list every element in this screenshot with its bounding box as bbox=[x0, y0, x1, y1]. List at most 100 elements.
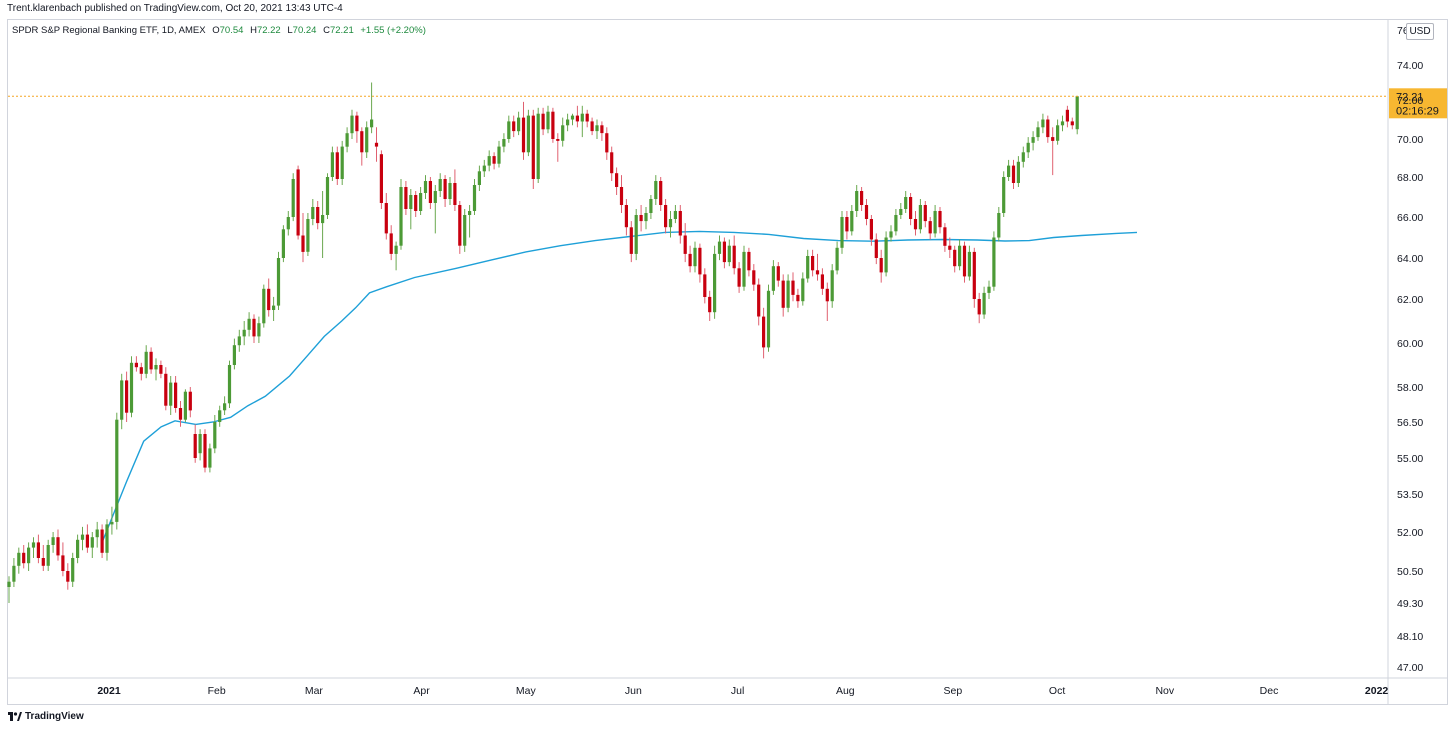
candle-body bbox=[46, 545, 50, 566]
candle-body bbox=[1016, 161, 1020, 183]
candle-body bbox=[409, 195, 413, 209]
candle-body bbox=[22, 552, 26, 564]
candle-body bbox=[526, 115, 530, 153]
candle-body bbox=[717, 241, 722, 254]
y-tick-label: 70.00 bbox=[1397, 134, 1423, 146]
candle bbox=[747, 247, 751, 277]
candle bbox=[477, 165, 481, 191]
x-tick-label: Mar bbox=[305, 685, 324, 697]
candle-body bbox=[1060, 121, 1065, 126]
x-tick-label: 2022 bbox=[1365, 685, 1389, 697]
candle-body bbox=[688, 253, 692, 267]
y-tick-label: 72.00 bbox=[1397, 95, 1423, 107]
chart-frame bbox=[7, 19, 1448, 705]
candle-body bbox=[668, 219, 673, 228]
candle-body bbox=[874, 239, 878, 258]
candle bbox=[717, 235, 722, 261]
candle bbox=[1036, 121, 1040, 141]
moving-average-layer bbox=[101, 230, 1138, 543]
candle bbox=[355, 111, 359, 143]
candle-body bbox=[399, 187, 403, 246]
candle-body bbox=[997, 213, 1001, 238]
candle-body bbox=[570, 115, 575, 120]
candle bbox=[722, 237, 726, 269]
candle bbox=[71, 552, 75, 587]
x-tick-label: Apr bbox=[413, 685, 430, 697]
x-tick-label: Aug bbox=[836, 685, 855, 697]
candle bbox=[541, 107, 545, 136]
candle bbox=[967, 245, 971, 281]
candle-body bbox=[463, 215, 467, 246]
candle-body bbox=[664, 205, 668, 228]
candle bbox=[487, 150, 491, 172]
candle-body bbox=[335, 152, 339, 179]
candle bbox=[590, 117, 594, 136]
candle-body bbox=[419, 193, 423, 211]
candle-body bbox=[414, 195, 418, 211]
candle bbox=[27, 542, 31, 571]
candle bbox=[992, 231, 996, 291]
candle bbox=[379, 150, 383, 209]
candle-body bbox=[1007, 165, 1011, 177]
candle bbox=[492, 152, 496, 170]
candle-body bbox=[458, 205, 462, 246]
high-value: 72.22 bbox=[256, 25, 281, 36]
candle-body bbox=[899, 209, 903, 215]
candle bbox=[644, 207, 648, 230]
candle bbox=[370, 82, 374, 134]
candle bbox=[982, 286, 986, 319]
candle bbox=[713, 245, 717, 319]
candle bbox=[472, 179, 477, 215]
candle bbox=[203, 429, 207, 473]
candle bbox=[781, 274, 785, 317]
candle-body bbox=[693, 247, 697, 267]
candle-body bbox=[815, 270, 820, 275]
candle bbox=[453, 169, 457, 211]
candle bbox=[801, 272, 805, 306]
candle-body bbox=[487, 156, 491, 166]
candle bbox=[1056, 119, 1060, 145]
candle bbox=[811, 249, 815, 277]
candle-body bbox=[1002, 177, 1006, 213]
candle bbox=[267, 278, 271, 317]
tradingview-brand[interactable]: TradingView bbox=[8, 711, 84, 722]
candle bbox=[85, 524, 89, 553]
candle bbox=[463, 209, 467, 252]
last-price-badge bbox=[1389, 88, 1447, 119]
candle-body bbox=[811, 256, 815, 271]
candle bbox=[183, 389, 187, 422]
candle-body bbox=[708, 296, 712, 313]
currency-button[interactable]: USD bbox=[1406, 23, 1434, 40]
candle-body bbox=[438, 179, 442, 191]
candle-body bbox=[992, 237, 996, 287]
candle-body bbox=[771, 266, 775, 291]
candle-body bbox=[869, 219, 873, 240]
candle-body bbox=[144, 351, 148, 374]
candle bbox=[286, 211, 290, 236]
y-tick-label: 60.00 bbox=[1397, 338, 1423, 350]
candle-body bbox=[639, 215, 643, 222]
candle bbox=[12, 558, 16, 587]
candle-body bbox=[835, 247, 839, 271]
candle bbox=[1075, 96, 1079, 135]
candle-body bbox=[649, 199, 653, 213]
candle bbox=[517, 111, 521, 136]
candle bbox=[399, 179, 403, 250]
candle bbox=[948, 237, 952, 258]
candle bbox=[237, 329, 241, 352]
candle bbox=[507, 115, 511, 143]
candle-body bbox=[31, 542, 36, 548]
candle-body bbox=[610, 152, 614, 174]
y-tick-label: 74.00 bbox=[1397, 60, 1423, 72]
candle bbox=[536, 107, 540, 183]
symbol-name: SPDR S&P Regional Banking ETF, 1D, AMEX bbox=[12, 25, 206, 36]
candle bbox=[600, 121, 604, 141]
candle bbox=[918, 199, 922, 234]
candle bbox=[149, 347, 153, 374]
candle-body bbox=[948, 245, 952, 250]
candle bbox=[159, 360, 163, 379]
candle-body bbox=[703, 274, 707, 297]
candle-body bbox=[517, 117, 521, 132]
candle bbox=[869, 215, 873, 246]
